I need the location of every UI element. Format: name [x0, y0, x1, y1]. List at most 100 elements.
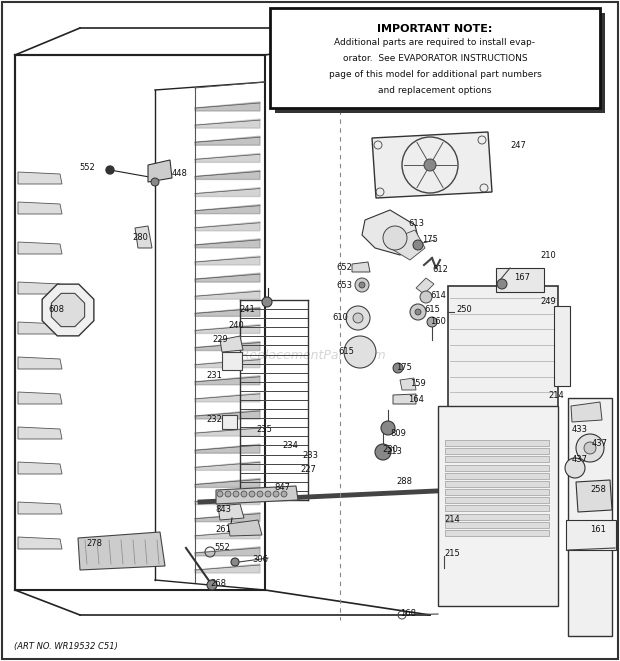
Text: 229: 229 — [212, 336, 228, 344]
Bar — [448, 286, 558, 416]
Circle shape — [497, 279, 507, 289]
Polygon shape — [390, 230, 425, 260]
Polygon shape — [195, 461, 260, 471]
Circle shape — [231, 558, 239, 566]
Text: 215: 215 — [444, 549, 460, 559]
Polygon shape — [195, 427, 260, 436]
Circle shape — [355, 278, 369, 292]
Polygon shape — [195, 307, 260, 317]
Text: 167: 167 — [514, 274, 530, 282]
Polygon shape — [195, 239, 260, 248]
Text: 160: 160 — [430, 317, 446, 327]
Text: 448: 448 — [172, 169, 188, 178]
Text: 306: 306 — [252, 555, 268, 564]
Text: 234: 234 — [282, 440, 298, 449]
Text: 615: 615 — [424, 305, 440, 315]
Bar — [270, 8, 600, 108]
Text: 552: 552 — [214, 543, 230, 553]
Text: 437: 437 — [572, 455, 588, 465]
Text: 159: 159 — [410, 379, 426, 389]
Text: 437: 437 — [592, 440, 608, 449]
Polygon shape — [18, 282, 62, 294]
Polygon shape — [195, 444, 260, 453]
Circle shape — [413, 240, 423, 250]
Circle shape — [241, 491, 247, 497]
Circle shape — [346, 306, 370, 330]
Polygon shape — [352, 262, 370, 272]
Polygon shape — [195, 205, 260, 214]
Polygon shape — [195, 102, 260, 111]
Bar — [445, 530, 549, 536]
Polygon shape — [78, 532, 165, 570]
Polygon shape — [195, 188, 260, 196]
Bar — [445, 506, 549, 512]
Bar — [554, 306, 570, 386]
Polygon shape — [148, 160, 172, 182]
Text: 608: 608 — [48, 305, 64, 315]
Text: 161: 161 — [590, 525, 606, 535]
Polygon shape — [42, 284, 94, 336]
Text: 614: 614 — [430, 292, 446, 301]
Circle shape — [424, 159, 436, 171]
Polygon shape — [18, 392, 62, 404]
Text: 213: 213 — [386, 447, 402, 457]
Text: 214: 214 — [548, 391, 564, 401]
Circle shape — [565, 458, 585, 478]
Circle shape — [383, 226, 407, 250]
Text: page of this model for additional part numbers: page of this model for additional part n… — [329, 70, 541, 79]
Circle shape — [257, 491, 263, 497]
Circle shape — [576, 434, 604, 462]
Circle shape — [265, 491, 271, 497]
Bar — [445, 465, 549, 471]
Bar — [222, 352, 242, 370]
Polygon shape — [195, 222, 260, 231]
Circle shape — [233, 491, 239, 497]
Polygon shape — [228, 520, 262, 536]
Bar — [445, 481, 549, 487]
Polygon shape — [220, 336, 243, 352]
Text: 433: 433 — [572, 426, 588, 434]
Text: 240: 240 — [228, 321, 244, 329]
Circle shape — [393, 363, 403, 373]
Bar — [445, 448, 549, 454]
Text: orator.  See EVAPORATOR INSTRUCTIONS: orator. See EVAPORATOR INSTRUCTIONS — [343, 54, 528, 63]
Text: 241: 241 — [239, 305, 255, 315]
Circle shape — [273, 491, 279, 497]
Text: 230: 230 — [382, 446, 398, 455]
Polygon shape — [18, 322, 62, 334]
Polygon shape — [18, 537, 62, 549]
Bar — [445, 440, 549, 446]
Text: 227: 227 — [300, 465, 316, 475]
Polygon shape — [416, 278, 434, 294]
Text: Additional parts are required to install evap-: Additional parts are required to install… — [335, 38, 536, 47]
Polygon shape — [400, 378, 416, 390]
Bar — [568, 398, 612, 636]
Circle shape — [381, 421, 395, 435]
Polygon shape — [195, 273, 260, 282]
Text: 288: 288 — [396, 477, 412, 486]
Text: 615: 615 — [338, 348, 354, 356]
Polygon shape — [195, 256, 260, 265]
Circle shape — [281, 491, 287, 497]
Circle shape — [420, 291, 432, 303]
Text: 164: 164 — [408, 395, 424, 405]
Text: 233: 233 — [302, 451, 318, 459]
Circle shape — [344, 336, 376, 368]
Text: 231: 231 — [206, 371, 222, 379]
Polygon shape — [195, 564, 260, 573]
Polygon shape — [18, 462, 62, 474]
Bar — [496, 268, 544, 292]
Polygon shape — [218, 504, 244, 520]
Text: 232: 232 — [206, 416, 222, 424]
Bar — [445, 456, 549, 462]
Polygon shape — [195, 513, 260, 522]
Bar — [445, 522, 549, 528]
Text: 809: 809 — [390, 430, 406, 438]
Bar — [438, 406, 558, 606]
Polygon shape — [571, 402, 602, 422]
Polygon shape — [18, 427, 62, 439]
Polygon shape — [51, 293, 84, 327]
Text: 247: 247 — [510, 141, 526, 149]
Circle shape — [353, 313, 363, 323]
Circle shape — [217, 491, 223, 497]
